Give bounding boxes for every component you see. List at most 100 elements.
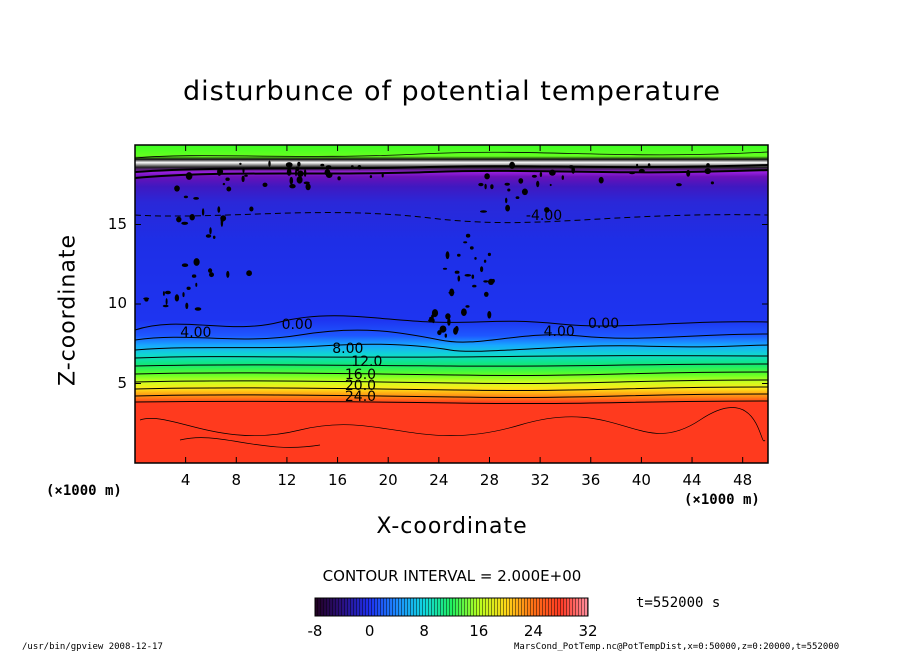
colorbar-tick-label: 16 — [469, 622, 489, 640]
contour-blob — [201, 208, 205, 216]
y-tick-label: 5 — [117, 373, 127, 392]
contour-blob — [162, 291, 165, 296]
potential-temperature-field — [135, 145, 768, 463]
contour-blob — [472, 284, 477, 288]
x-tick-label: 48 — [733, 471, 753, 489]
x-unit-label-right: (×1000 m) — [684, 492, 760, 508]
contour-blob — [504, 182, 510, 186]
contour-blob — [483, 280, 489, 283]
contour-blob — [544, 207, 550, 213]
contour-blob — [297, 170, 304, 177]
contour-line — [134, 343, 769, 352]
contour-blob — [286, 168, 292, 176]
contour-blob — [268, 160, 271, 167]
contour-blob — [457, 253, 461, 257]
y-tick-label: 10 — [107, 294, 127, 312]
contour-blobs — [143, 160, 715, 338]
contour-blob — [444, 333, 447, 338]
contour-blob — [193, 258, 200, 266]
contour-blob — [186, 286, 191, 290]
contour-blob — [295, 169, 297, 177]
contour-label: 24.0 — [344, 388, 377, 405]
contour-line — [134, 400, 769, 405]
contour-blob — [324, 169, 331, 176]
contour-blob — [484, 173, 490, 180]
contour-blob — [296, 176, 303, 184]
contour-line — [134, 169, 769, 179]
contour-line — [134, 379, 769, 384]
contour-label: 20.0 — [344, 377, 377, 394]
contour-line — [134, 164, 769, 173]
contour-blob — [710, 181, 715, 185]
contour-blob — [181, 221, 189, 225]
contour-blob — [193, 197, 200, 200]
contour-blob — [490, 184, 494, 190]
contour-blob — [320, 163, 325, 167]
contour-blob — [162, 304, 169, 308]
contour-label: 12.0 — [351, 353, 383, 370]
contour-blob — [463, 241, 468, 244]
contour-blob — [185, 302, 189, 309]
contour-blob — [647, 163, 651, 168]
colorbar-stripes — [315, 598, 588, 616]
contour-blob — [638, 168, 645, 173]
contour-blob — [242, 167, 245, 174]
colorbar-frame — [314, 597, 589, 617]
contour-blob — [431, 314, 434, 319]
y-axis-ticks — [135, 224, 768, 384]
contour-blob — [303, 169, 307, 177]
contour-label: 16.0 — [344, 366, 377, 383]
contour-line — [134, 371, 769, 376]
contour-line — [134, 212, 769, 224]
contour-blob — [226, 186, 232, 192]
contour-blob — [549, 183, 552, 187]
contour-label: -4.00 — [525, 207, 563, 224]
contour-line — [134, 386, 769, 391]
contour-blob — [461, 308, 467, 317]
contour-blob — [208, 268, 213, 273]
contour-blob — [297, 161, 301, 167]
contour-blob — [686, 169, 691, 177]
contour-blob — [174, 294, 180, 302]
contour-blob — [437, 330, 442, 336]
contour-blob — [480, 210, 487, 213]
time-label: t=552000 s — [636, 595, 721, 611]
contour-blob — [191, 274, 197, 278]
contour-lines — [134, 151, 769, 448]
contour-blob — [239, 162, 242, 165]
contour-label: 0.00 — [587, 315, 620, 332]
colorbar-tick-label: -8 — [307, 622, 323, 640]
contour-blob — [469, 246, 474, 250]
contour-blob — [185, 172, 193, 180]
contour-blob — [464, 274, 472, 277]
contour-blob — [295, 166, 300, 172]
contour-line — [134, 393, 769, 398]
x-tick-label: 36 — [581, 471, 601, 489]
contour-blob — [449, 288, 455, 297]
contour-blob — [629, 171, 636, 175]
contour-blob — [209, 272, 214, 278]
contour-blob — [515, 196, 520, 200]
x-tick-label: 4 — [180, 471, 191, 489]
contour-blob — [183, 195, 188, 199]
footer-right: MarsCond_PotTemp.nc@PotTempDist,x=0:5000… — [514, 642, 840, 652]
contour-blob — [325, 165, 332, 169]
contour-blob — [225, 177, 230, 181]
contour-blob — [369, 175, 373, 179]
contour-blob — [337, 176, 341, 181]
contour-blob — [480, 266, 484, 273]
contour-line — [134, 355, 769, 359]
contour-blob — [505, 204, 510, 212]
contour-blob — [483, 259, 487, 263]
contour-blob — [571, 166, 575, 174]
contour-blob — [484, 183, 487, 190]
contour-blob — [447, 318, 451, 326]
contour-blob — [478, 182, 484, 187]
contour-blob — [165, 298, 168, 305]
contour-blob — [549, 169, 556, 176]
y-axis-label: Z-coordinate — [55, 234, 81, 386]
contour-blob — [164, 290, 171, 295]
contour-blob — [536, 180, 540, 188]
x-tick-label: 20 — [378, 471, 398, 489]
contour-blob — [505, 197, 508, 204]
